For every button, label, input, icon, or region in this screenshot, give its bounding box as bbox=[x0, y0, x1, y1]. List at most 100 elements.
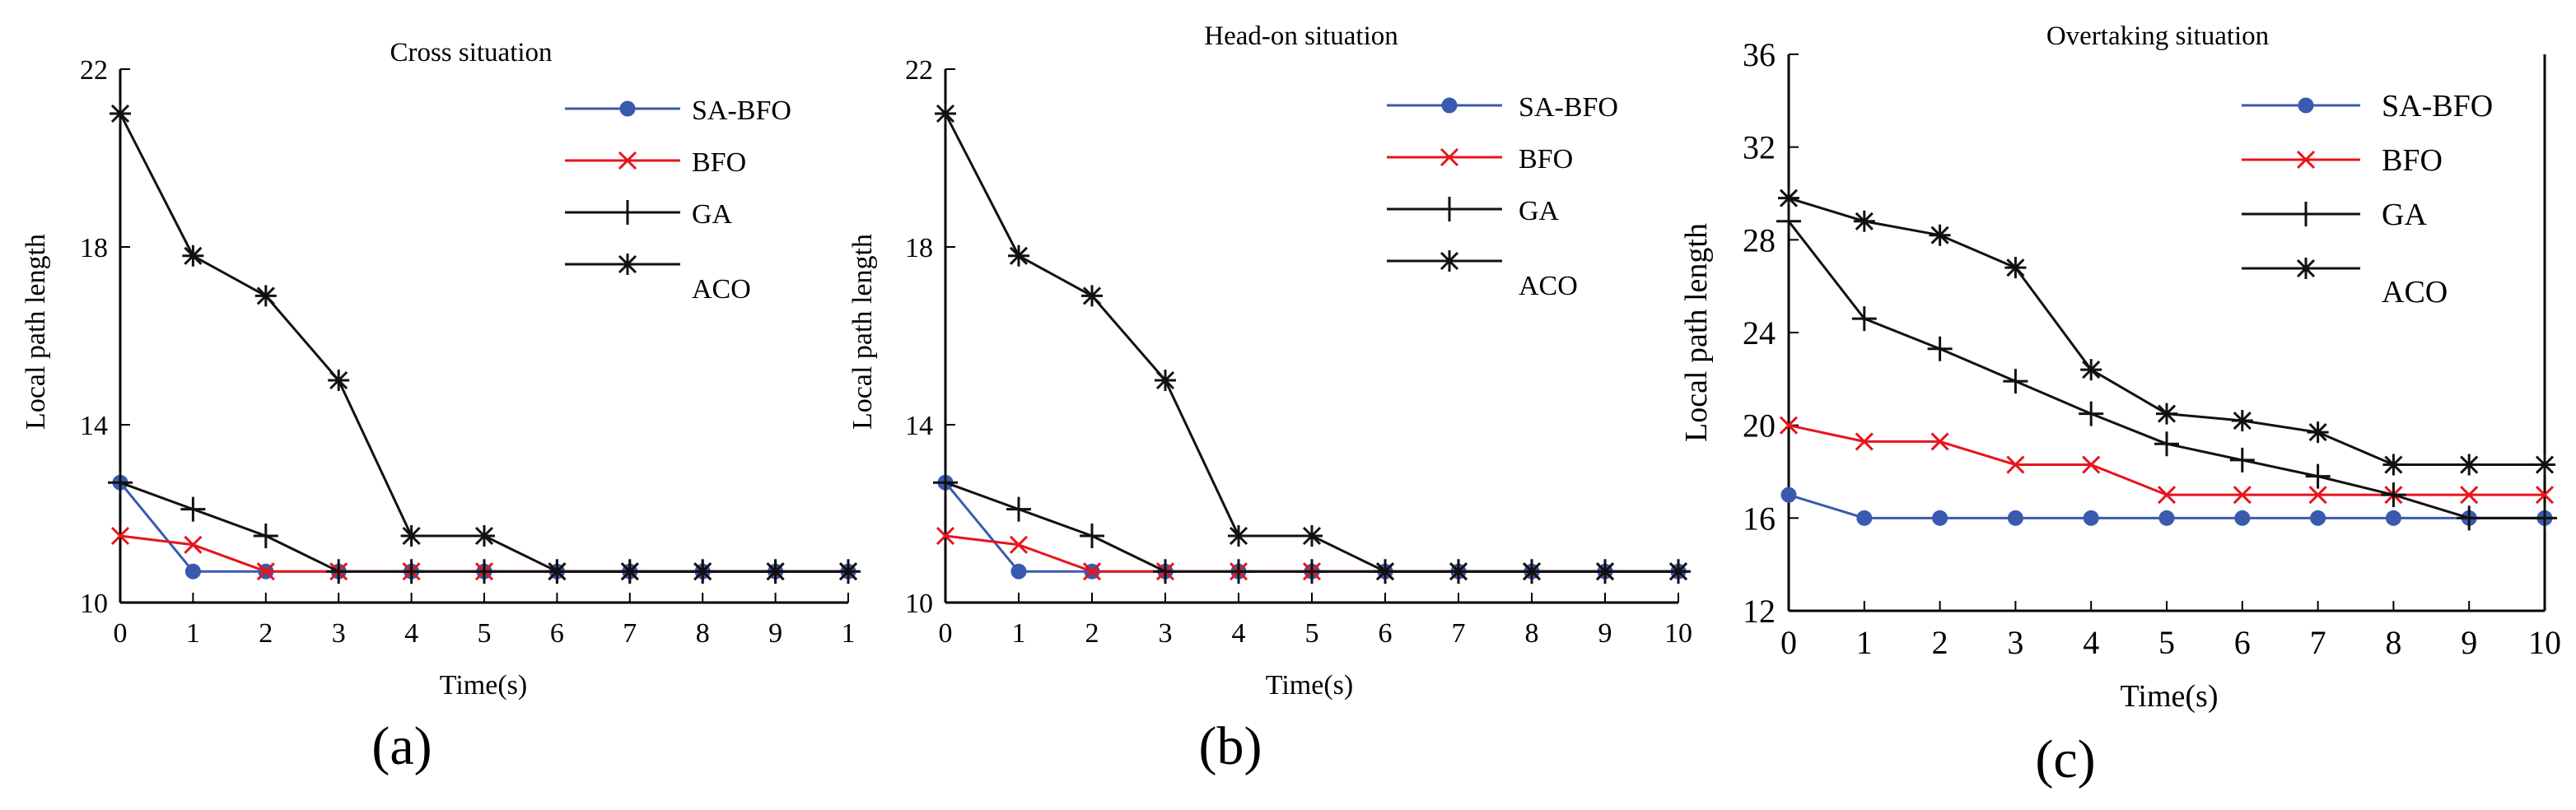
data-point-ga bbox=[1776, 208, 1801, 234]
data-point-ga bbox=[1080, 524, 1104, 548]
chart-title: Head-on situation bbox=[1204, 21, 1398, 51]
x-tick-label: 3 bbox=[1159, 618, 1173, 649]
x-tick-label: 1 bbox=[186, 618, 200, 649]
data-point-bfo bbox=[256, 562, 275, 581]
data-point-aco bbox=[2156, 403, 2177, 425]
data-point-aco bbox=[2231, 410, 2253, 432]
legend-marker-sa-bfo bbox=[2298, 97, 2314, 114]
data-point-bfo bbox=[1930, 432, 1949, 451]
x-tick-label: 5 bbox=[478, 618, 492, 649]
legend-label-ga: GA bbox=[1519, 196, 1560, 226]
data-point-sa-bfo bbox=[2310, 510, 2326, 526]
chart-panel-c: Overtaking situation Local path length T… bbox=[1679, 21, 2561, 789]
legend-marker-bfo bbox=[1440, 147, 1459, 167]
data-point-sa-bfo bbox=[1932, 510, 1948, 526]
x-tick-label: 1 bbox=[1856, 624, 1873, 661]
x-tick-label: 7 bbox=[2310, 624, 2326, 661]
data-point-ga bbox=[1153, 559, 1178, 584]
data-point-ga bbox=[933, 470, 958, 496]
y-tick-label: 22 bbox=[905, 55, 933, 86]
data-point-ga bbox=[180, 496, 206, 522]
panel-label: (c) bbox=[2035, 729, 2095, 789]
data-point-aco bbox=[2458, 454, 2480, 476]
legend-marker-bfo bbox=[618, 151, 637, 170]
chart-title: Overtaking situation bbox=[2046, 21, 2269, 51]
x-tick-label: 2 bbox=[1085, 618, 1099, 649]
x-axis-label: Time(s) bbox=[1266, 670, 1353, 701]
data-point-aco bbox=[838, 561, 859, 583]
x-tick-label: 4 bbox=[2083, 624, 2099, 661]
data-point-aco bbox=[1374, 561, 1396, 583]
data-point-aco bbox=[1228, 525, 1249, 547]
legend-marker-bfo bbox=[2296, 150, 2316, 170]
data-point-aco bbox=[1668, 561, 1689, 583]
legend-marker-aco bbox=[617, 254, 638, 275]
data-point-ga bbox=[326, 559, 352, 584]
data-point-aco bbox=[1081, 285, 1103, 307]
legend-marker-aco bbox=[1439, 250, 1460, 272]
x-tick-label: 0 bbox=[1780, 624, 1797, 661]
data-point-aco bbox=[254, 285, 277, 307]
data-point-bfo bbox=[2460, 486, 2479, 505]
legend-label-sa-bfo: SA-BFO bbox=[1519, 92, 1618, 123]
data-point-aco bbox=[2382, 454, 2405, 476]
legend-label-aco: ACO bbox=[1519, 271, 1578, 301]
data-point-sa-bfo bbox=[2007, 510, 2023, 526]
data-point-aco bbox=[182, 244, 204, 267]
data-point-sa-bfo bbox=[2158, 510, 2175, 526]
legend-marker-sa-bfo bbox=[619, 100, 636, 117]
x-tick-label: 4 bbox=[404, 618, 418, 649]
x-tick-label: 3 bbox=[332, 618, 346, 649]
x-tick-label: 1 bbox=[842, 618, 856, 649]
data-point-sa-bfo bbox=[1856, 510, 1873, 526]
x-tick-label: 9 bbox=[1598, 618, 1612, 649]
data-point-bfo bbox=[2308, 486, 2327, 505]
y-axis-label: Local path length bbox=[1679, 223, 1714, 442]
y-tick-label: 10 bbox=[905, 589, 933, 619]
y-tick-label: 20 bbox=[1743, 407, 1776, 445]
data-point-bfo bbox=[936, 526, 955, 546]
x-tick-label: 6 bbox=[1379, 618, 1393, 649]
data-point-bfo bbox=[2157, 486, 2177, 505]
x-tick-label: 0 bbox=[939, 618, 953, 649]
data-point-bfo bbox=[2006, 455, 2025, 474]
data-point-aco bbox=[328, 370, 350, 391]
data-point-ga bbox=[2154, 431, 2179, 457]
x-tick-label: 9 bbox=[768, 618, 782, 649]
x-tick-label: 9 bbox=[2461, 624, 2477, 661]
data-point-ga bbox=[253, 524, 278, 548]
data-point-bfo bbox=[1855, 432, 1874, 451]
data-point-aco bbox=[110, 103, 131, 124]
data-point-aco bbox=[2004, 257, 2027, 279]
data-point-ga bbox=[1300, 559, 1324, 584]
data-point-aco bbox=[2307, 421, 2329, 444]
data-point-sa-bfo bbox=[2385, 510, 2401, 526]
x-axis-label: Time(s) bbox=[2121, 679, 2219, 714]
y-tick-label: 36 bbox=[1743, 36, 1776, 73]
data-point-aco bbox=[1594, 561, 1616, 583]
y-tick-label: 10 bbox=[80, 589, 108, 619]
x-tick-label: 4 bbox=[1232, 618, 1246, 649]
x-tick-label: 0 bbox=[114, 618, 128, 649]
panel-label: (b) bbox=[1199, 716, 1262, 776]
x-tick-label: 10 bbox=[2528, 624, 2561, 661]
legend-label-ga: GA bbox=[2382, 198, 2427, 232]
data-point-ga bbox=[2457, 505, 2482, 531]
legend-label-bfo: BFO bbox=[2382, 143, 2443, 178]
data-point-aco bbox=[1155, 370, 1176, 391]
x-tick-label: 7 bbox=[623, 618, 637, 649]
y-tick-label: 18 bbox=[80, 233, 108, 263]
data-point-ga bbox=[2079, 401, 2104, 426]
data-point-ga bbox=[1851, 306, 1877, 332]
y-tick-label: 32 bbox=[1743, 129, 1776, 166]
legend-marker-ga bbox=[615, 200, 640, 225]
x-tick-label: 6 bbox=[2234, 624, 2251, 661]
data-point-bfo bbox=[2082, 455, 2101, 474]
x-tick-label: 3 bbox=[2007, 624, 2023, 661]
data-point-aco bbox=[474, 525, 495, 547]
x-tick-label: 8 bbox=[696, 618, 710, 649]
x-axis-label: Time(s) bbox=[440, 670, 527, 701]
data-point-sa-bfo bbox=[1010, 563, 1027, 580]
